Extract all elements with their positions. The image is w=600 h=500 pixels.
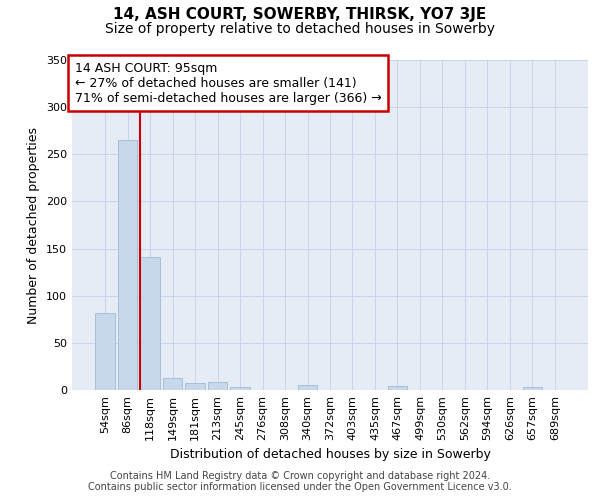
Bar [523,387,542,390]
Text: 14, ASH COURT, SOWERBY, THIRSK, YO7 3JE: 14, ASH COURT, SOWERBY, THIRSK, YO7 3JE [113,8,487,22]
Bar [208,382,227,390]
Bar [388,386,407,390]
Bar [230,387,250,390]
Text: 14 ASH COURT: 95sqm
← 27% of detached houses are smaller (141)
71% of semi-detac: 14 ASH COURT: 95sqm ← 27% of detached ho… [74,62,382,104]
X-axis label: Distribution of detached houses by size in Sowerby: Distribution of detached houses by size … [170,448,490,462]
Text: Contains HM Land Registry data © Crown copyright and database right 2024.
Contai: Contains HM Land Registry data © Crown c… [88,471,512,492]
Bar [298,386,317,390]
Bar [118,140,137,390]
Text: Size of property relative to detached houses in Sowerby: Size of property relative to detached ho… [105,22,495,36]
Y-axis label: Number of detached properties: Number of detached properties [28,126,40,324]
Bar [163,378,182,390]
Bar [185,384,205,390]
Bar [140,257,160,390]
Bar [95,312,115,390]
